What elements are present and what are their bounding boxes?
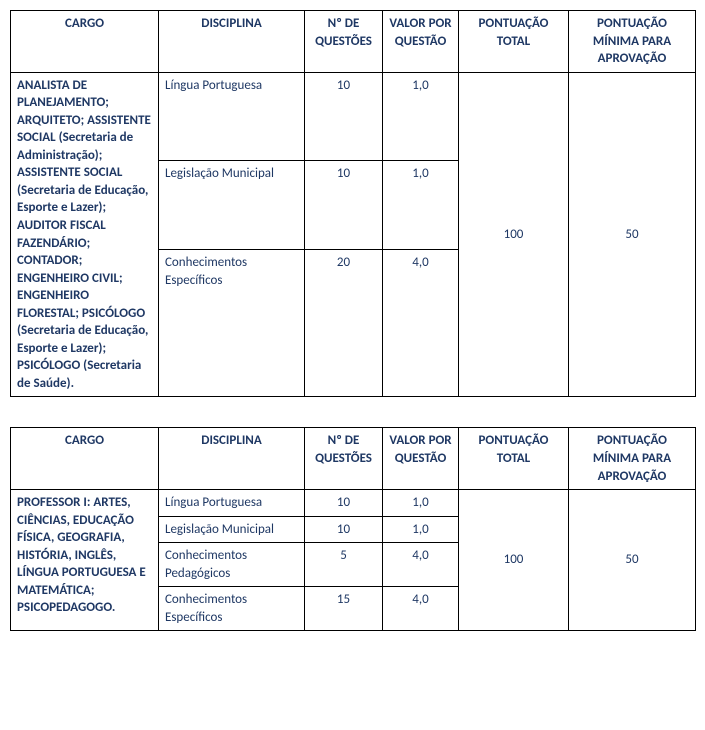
- minima-cell: 50: [569, 490, 696, 631]
- questoes-cell: 10: [305, 161, 383, 250]
- header-valor: VALOR POR QUESTÃO: [383, 428, 459, 490]
- total-cell: 100: [459, 72, 569, 397]
- valor-cell: 1,0: [383, 161, 459, 250]
- questoes-cell: 10: [305, 490, 383, 517]
- questoes-cell: 10: [305, 516, 383, 543]
- disciplina-cell: Legislação Municipal: [159, 516, 305, 543]
- header-cargo: CARGO: [11, 428, 159, 490]
- disciplina-cell: Conhecimentos Específicos: [159, 587, 305, 631]
- header-total: PONTUAÇÃO TOTAL: [459, 428, 569, 490]
- header-minima: PONTUAÇÃO MÍNIMA PARA APROVAÇÃO: [569, 428, 696, 490]
- table-header-row: CARGO DISCIPLINA Nº DE QUESTÕES VALOR PO…: [11, 11, 696, 73]
- minima-cell: 50: [569, 72, 696, 397]
- valor-cell: 1,0: [383, 72, 459, 161]
- disciplina-cell: Conhecimentos Pedagógicos: [159, 543, 305, 587]
- header-questoes: Nº DE QUESTÕES: [305, 11, 383, 73]
- cargo-cell: ANALISTA DE PLANEJAMENTO; ARQUITETO; ASS…: [11, 72, 159, 397]
- questoes-cell: 10: [305, 72, 383, 161]
- header-total: PONTUAÇÃO TOTAL: [459, 11, 569, 73]
- disciplina-cell: Língua Portuguesa: [159, 72, 305, 161]
- valor-cell: 1,0: [383, 490, 459, 517]
- questoes-cell: 20: [305, 250, 383, 397]
- table-2: CARGO DISCIPLINA Nº DE QUESTÕES VALOR PO…: [10, 427, 696, 631]
- valor-cell: 4,0: [383, 587, 459, 631]
- questoes-cell: 5: [305, 543, 383, 587]
- header-minima: PONTUAÇÃO MÍNIMA PARA APROVAÇÃO: [569, 11, 696, 73]
- table-row: PROFESSOR I: ARTES, CIÊNCIAS, EDUCAÇÃO F…: [11, 490, 696, 517]
- table-1: CARGO DISCIPLINA Nº DE QUESTÕES VALOR PO…: [10, 10, 696, 397]
- table-header-row: CARGO DISCIPLINA Nº DE QUESTÕES VALOR PO…: [11, 428, 696, 490]
- valor-cell: 1,0: [383, 516, 459, 543]
- table-row: ANALISTA DE PLANEJAMENTO; ARQUITETO; ASS…: [11, 72, 696, 161]
- header-disciplina: DISCIPLINA: [159, 428, 305, 490]
- header-disciplina: DISCIPLINA: [159, 11, 305, 73]
- header-valor: VALOR POR QUESTÃO: [383, 11, 459, 73]
- header-questoes: Nº DE QUESTÕES: [305, 428, 383, 490]
- disciplina-cell: Legislação Municipal: [159, 161, 305, 250]
- total-cell: 100: [459, 490, 569, 631]
- cargo-cell: PROFESSOR I: ARTES, CIÊNCIAS, EDUCAÇÃO F…: [11, 490, 159, 631]
- questoes-cell: 15: [305, 587, 383, 631]
- disciplina-cell: Língua Portuguesa: [159, 490, 305, 517]
- disciplina-cell: Conhecimentos Específicos: [159, 250, 305, 397]
- header-cargo: CARGO: [11, 11, 159, 73]
- valor-cell: 4,0: [383, 543, 459, 587]
- valor-cell: 4,0: [383, 250, 459, 397]
